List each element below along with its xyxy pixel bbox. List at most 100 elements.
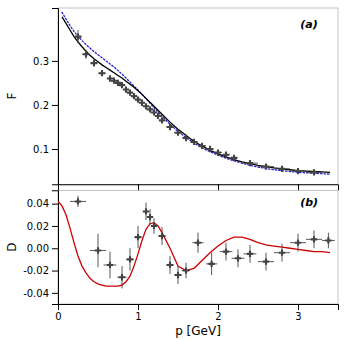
point — [151, 223, 157, 229]
tick-mark — [52, 61, 58, 62]
point — [143, 208, 149, 214]
tick-mark — [52, 105, 58, 106]
tick: -0.04 — [23, 288, 58, 299]
point — [279, 250, 285, 256]
tick-label: 0.02 — [27, 221, 49, 232]
point — [119, 82, 125, 88]
point — [263, 258, 269, 264]
tick-label: 2 — [215, 311, 221, 322]
point — [147, 214, 153, 220]
tick-label: -0.04 — [23, 288, 49, 299]
line — [62, 17, 330, 173]
line — [62, 12, 330, 174]
point — [183, 135, 189, 141]
y-axis: -0.04 -0.02 0.00 0.02 0.04 — [23, 191, 58, 305]
chart: 0.1 0.2 0.3 (a) F 0 1 2 3 -0.04 -0.02 0.00 0.02 0.04 (… — [0, 0, 350, 340]
point — [159, 233, 165, 239]
point — [167, 262, 173, 268]
point — [83, 51, 89, 57]
tick-mark — [52, 226, 58, 227]
annotation: (a) — [300, 18, 317, 31]
tick-mark — [52, 248, 58, 249]
tick: -0.02 — [23, 265, 58, 276]
y-axis: 0.1 0.2 0.3 — [33, 9, 58, 185]
point — [207, 146, 213, 152]
point — [191, 139, 197, 145]
plot-area — [58, 196, 335, 289]
panel: 0 1 2 3 -0.04 -0.02 0.00 0.02 0.04 (b) Dp [GeV] — [5, 190, 339, 338]
tick-mark — [52, 271, 58, 272]
point — [247, 251, 253, 257]
tick-mark — [52, 204, 58, 205]
point — [95, 247, 101, 253]
y-axis-line — [52, 191, 59, 305]
point — [223, 248, 229, 254]
panel: 0.1 0.2 0.3 (a) F — [5, 8, 339, 190]
tick: 0 — [55, 304, 61, 322]
tick: 0.00 — [27, 243, 58, 254]
tick: 1 — [135, 304, 141, 322]
x-axis: 0 1 2 3 — [55, 304, 338, 322]
point — [127, 256, 133, 262]
y-axis-title: D — [5, 243, 19, 252]
point — [127, 89, 133, 95]
point — [183, 267, 189, 273]
tick: 0.3 — [33, 56, 58, 67]
point — [167, 124, 173, 130]
point — [235, 255, 241, 261]
point — [91, 60, 97, 66]
plot-frame — [58, 190, 338, 304]
point — [199, 143, 205, 149]
tick-label: 0.04 — [27, 198, 49, 209]
plot-frame — [58, 8, 338, 184]
tick-label: -0.02 — [23, 265, 49, 276]
point — [75, 33, 81, 39]
tick: 0.1 — [33, 144, 58, 155]
x-axis — [59, 184, 339, 190]
point — [155, 113, 161, 119]
point — [131, 93, 137, 99]
points — [70, 196, 335, 289]
tick-mark — [52, 293, 58, 294]
point — [223, 152, 229, 158]
point — [295, 168, 301, 174]
annotation: (b) — [300, 196, 318, 209]
tick — [298, 184, 299, 190]
tick — [218, 184, 219, 190]
tick-mark — [298, 184, 299, 190]
point — [139, 100, 145, 106]
point — [311, 169, 317, 175]
point — [107, 262, 113, 268]
tick: 0.2 — [33, 100, 58, 111]
x-axis-line — [59, 305, 339, 311]
point — [175, 272, 181, 278]
tick-mark — [218, 184, 219, 190]
point — [295, 240, 301, 246]
tick-label: 3 — [295, 311, 301, 322]
point — [279, 166, 285, 172]
point — [215, 149, 221, 155]
point — [263, 164, 269, 170]
y-axis-line — [52, 9, 59, 185]
tick-label: 0.3 — [33, 56, 49, 67]
point — [75, 198, 81, 204]
tick-label: 0.2 — [33, 100, 49, 111]
tick — [138, 184, 139, 190]
tick: 2 — [215, 304, 221, 322]
tick: 3 — [295, 304, 301, 322]
point — [208, 261, 214, 267]
point — [159, 117, 165, 123]
y-axis-title: F — [5, 93, 19, 100]
tick-mark — [138, 184, 139, 190]
point — [119, 274, 125, 280]
tick-label: 0 — [55, 311, 61, 322]
x-axis-title: p [GeV] — [175, 324, 221, 338]
tick-label: 0.00 — [27, 243, 49, 254]
point — [325, 237, 331, 243]
plot-area — [62, 12, 330, 175]
point — [135, 234, 141, 240]
x-axis-line — [59, 185, 339, 191]
point — [175, 130, 181, 136]
point — [247, 160, 253, 166]
point — [99, 70, 105, 76]
